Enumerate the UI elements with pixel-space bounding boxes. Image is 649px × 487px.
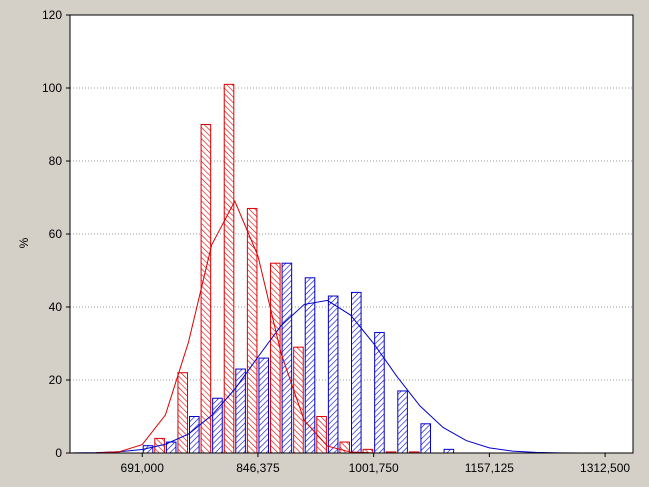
bar — [223, 83, 235, 454]
y-tick-label: 80 — [49, 154, 63, 168]
bar — [281, 262, 293, 454]
bar — [177, 372, 189, 454]
bar — [293, 346, 304, 454]
bar — [258, 357, 270, 454]
y-tick-label: 20 — [49, 373, 63, 387]
bar — [270, 262, 281, 454]
x-tick-label: 846,375 — [236, 461, 280, 475]
x-tick-label: 1157,125 — [465, 461, 514, 475]
x-tick-label: 1312,500 — [580, 461, 630, 475]
fit-curve — [72, 199, 629, 453]
y-axis-label: % — [17, 237, 31, 248]
y-tick-label: 100 — [42, 81, 62, 95]
bar — [420, 423, 432, 454]
bar — [189, 416, 200, 454]
bar — [351, 291, 362, 454]
y-tick-label: 40 — [49, 300, 63, 314]
y-tick-label: 0 — [55, 446, 62, 460]
y-tick-label: 120 — [42, 8, 62, 22]
bar — [200, 124, 212, 454]
bar — [443, 448, 455, 454]
x-tick-label: 1001,750 — [349, 461, 399, 475]
bar — [246, 207, 258, 454]
bar — [327, 295, 339, 454]
y-tick-label: 60 — [49, 227, 63, 241]
bar — [316, 416, 327, 454]
fit-curve — [72, 299, 629, 453]
bar — [212, 397, 223, 454]
plot-frame — [69, 14, 634, 454]
x-tick-label: 691,000 — [121, 461, 165, 475]
bar — [397, 390, 408, 454]
bar — [374, 332, 385, 454]
